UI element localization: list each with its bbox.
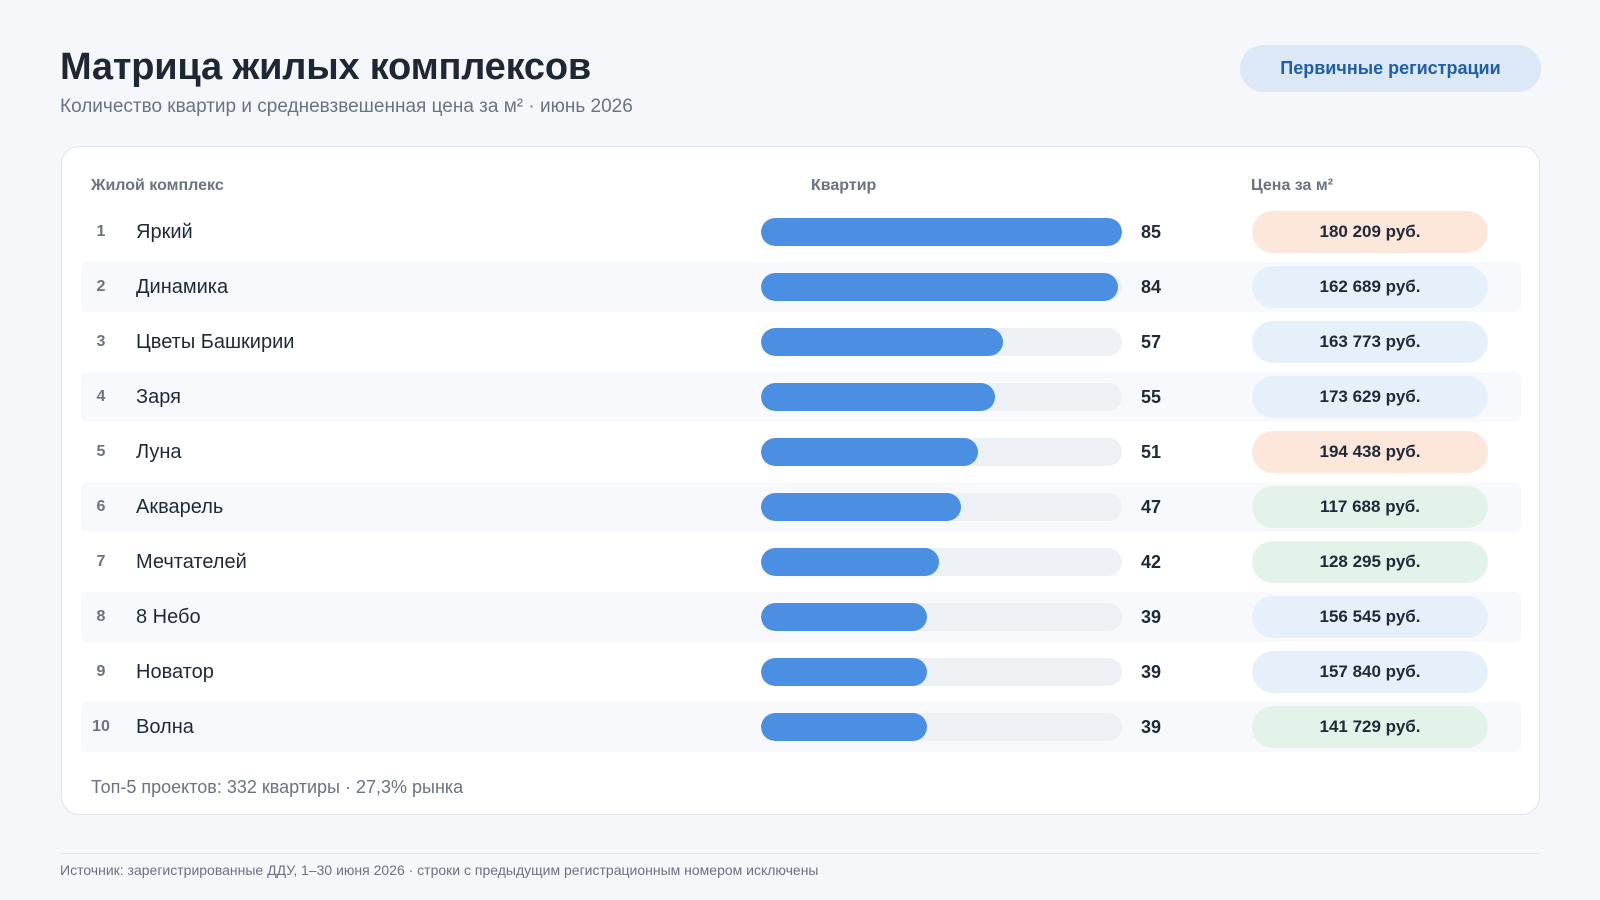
table-row: 7 Мечтателей 42 128 295 руб. (81, 537, 1521, 587)
price-badge: 173 629 руб. (1252, 376, 1488, 418)
apartments-value: 51 (1141, 442, 1162, 462)
bar-track (761, 658, 1122, 686)
complex-name: Мечтателей (136, 551, 247, 573)
bar-track (761, 548, 1122, 576)
apartments-value: 42 (1141, 552, 1162, 572)
complex-matrix-card: Жилой комплекс Квартир Цена за м² 1 Яркий… (61, 146, 1540, 815)
apartments-value: 85 (1141, 222, 1162, 242)
bar-track (761, 383, 1122, 411)
price-badge: 117 688 руб. (1252, 486, 1488, 528)
apartments-bar (761, 383, 995, 411)
apartments-value: 84 (1141, 277, 1162, 297)
table-row: 9 Новатор 39 157 840 руб. (81, 647, 1521, 697)
apartments-value: 39 (1141, 607, 1162, 627)
apartments-bar (761, 713, 927, 741)
table-row: 3 Цветы Башкирии 57 163 773 руб. (81, 317, 1521, 367)
price-badge: 128 295 руб. (1252, 541, 1488, 583)
price-badge: 180 209 руб. (1252, 211, 1488, 253)
rank-label: 6 (96, 498, 106, 515)
bar-track (761, 328, 1122, 356)
bar-track (761, 713, 1122, 741)
primary-registrations-button[interactable]: Первичные регистрации (1240, 45, 1541, 92)
price-badge: 157 840 руб. (1252, 651, 1488, 693)
column-header-complex: Жилой комплекс (91, 177, 224, 194)
price-badge: 141 729 руб. (1252, 706, 1488, 748)
rank-label: 7 (96, 553, 106, 570)
apartments-bar (761, 438, 978, 466)
rank-label: 10 (92, 718, 110, 735)
source-note: Источник: зарегистрированные ДДУ, 1–30 и… (60, 862, 819, 878)
apartments-value: 57 (1141, 332, 1162, 352)
apartments-bar (761, 328, 1004, 356)
complex-name: Цветы Башкирии (136, 331, 295, 353)
apartments-bar (761, 273, 1118, 301)
footer-divider (60, 853, 1540, 854)
price-badge: 156 545 руб. (1252, 596, 1488, 638)
top5-summary: Топ-5 проектов: 332 квартиры · 27,3% рын… (91, 777, 464, 797)
apartments-value: 47 (1141, 497, 1162, 517)
apartments-value: 55 (1141, 387, 1162, 407)
column-header-apartments: Квартир (811, 177, 877, 194)
apartments-bar (761, 658, 927, 686)
complex-name: Волна (136, 716, 194, 738)
rank-label: 5 (96, 443, 106, 460)
rank-label: 1 (96, 223, 106, 240)
table-row: 6 Акварель 47 117 688 руб. (81, 482, 1521, 532)
page-subtitle: Количество квартир и средневзвешенная це… (60, 96, 633, 117)
table-row: 5 Луна 51 194 438 руб. (81, 427, 1521, 477)
apartments-bar (761, 218, 1122, 246)
price-badge: 194 438 руб. (1252, 431, 1488, 473)
bar-track (761, 218, 1122, 246)
column-header-price: Цена за м² (1251, 177, 1334, 194)
rank-label: 9 (96, 663, 106, 680)
complex-name: Акварель (136, 496, 224, 518)
apartments-bar (761, 548, 940, 576)
apartments-bar (761, 603, 927, 631)
table-row: 8 8 Небо 39 156 545 руб. (81, 592, 1521, 642)
apartments-value: 39 (1141, 662, 1162, 682)
bar-track (761, 603, 1122, 631)
rank-label: 3 (96, 333, 106, 350)
table-row: 4 Заря 55 173 629 руб. (81, 372, 1521, 422)
complex-name: Заря (136, 386, 181, 408)
bar-track (761, 438, 1122, 466)
complex-rows: 1 Яркий 85 180 209 руб. 2 Динамика 84 162 689 р… (81, 207, 1521, 757)
complex-name: Луна (136, 441, 182, 463)
complex-name: 8 Небо (136, 606, 201, 628)
table-row: 1 Яркий 85 180 209 руб. (81, 207, 1521, 257)
rank-label: 8 (96, 608, 106, 625)
table-row: 10 Волна 39 141 729 руб. (81, 702, 1521, 752)
price-badge: 163 773 руб. (1252, 321, 1488, 363)
table-row: 2 Динамика 84 162 689 руб. (81, 262, 1521, 312)
complex-name: Яркий (136, 221, 193, 243)
apartments-value: 39 (1141, 717, 1162, 737)
apartments-bar (761, 493, 961, 521)
complex-name: Новатор (136, 661, 214, 683)
complex-name: Динамика (136, 276, 229, 298)
rank-label: 2 (96, 278, 106, 295)
rank-label: 4 (96, 388, 106, 405)
bar-track (761, 493, 1122, 521)
page-title: Матрица жилых комплексов (60, 46, 592, 88)
bar-track (761, 273, 1122, 301)
price-badge: 162 689 руб. (1252, 266, 1488, 308)
